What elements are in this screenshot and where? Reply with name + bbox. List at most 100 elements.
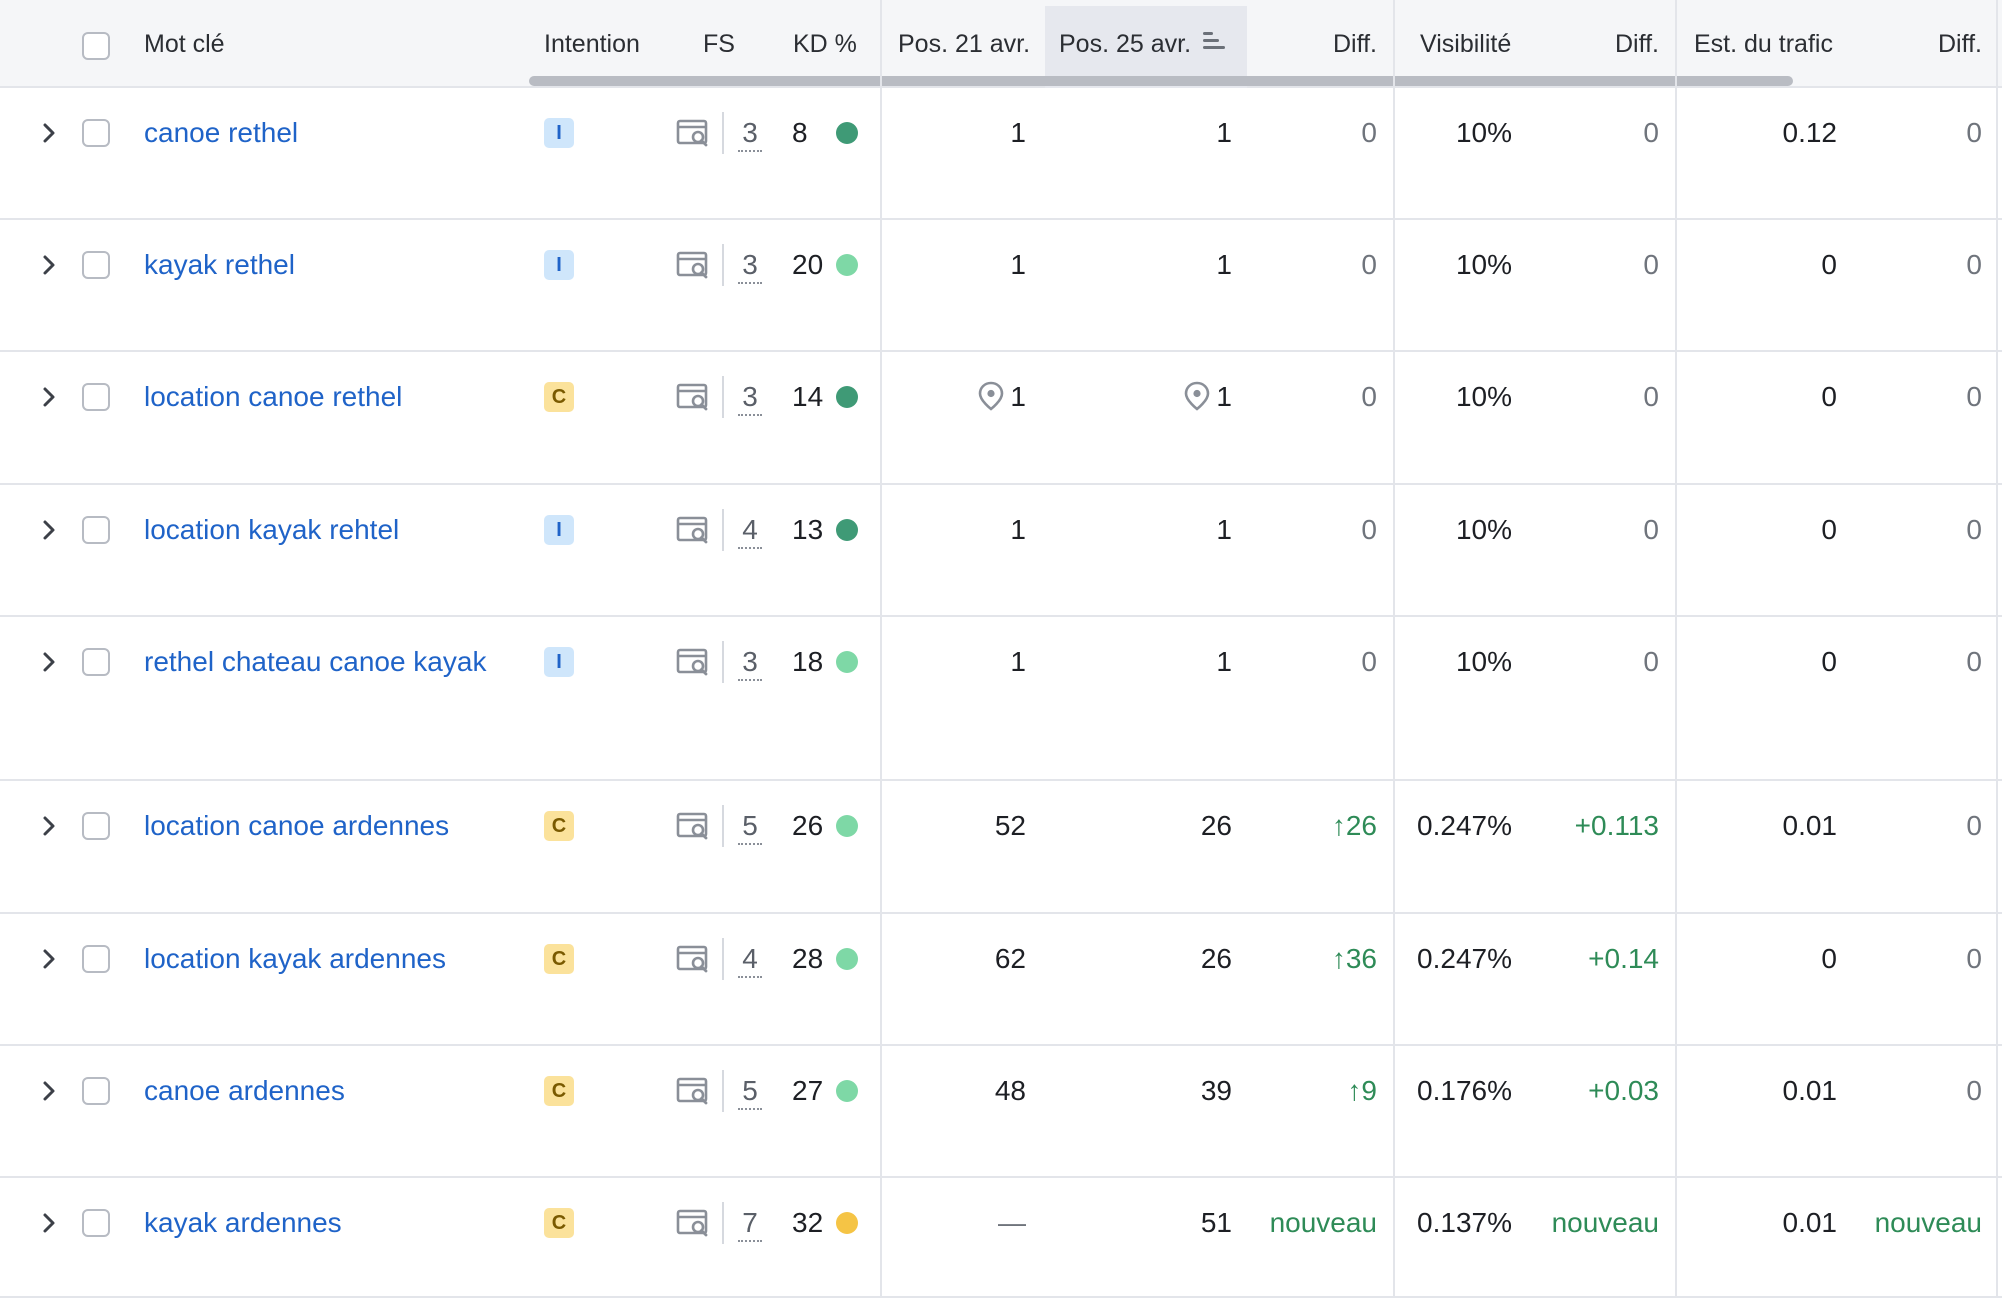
expand-row-chevron-icon[interactable]: [36, 252, 62, 278]
row-checkbox[interactable]: [82, 1077, 110, 1105]
intent-badge[interactable]: I: [544, 118, 574, 148]
serp-features-count[interactable]: 3: [738, 380, 762, 416]
row-checkbox[interactable]: [82, 516, 110, 544]
visibility-value: 0.137%: [1417, 1207, 1512, 1238]
position-diff-value: 0: [1361, 249, 1377, 280]
kd-value: 32: [792, 1207, 824, 1238]
header-diff-traffic[interactable]: Diff.: [1938, 30, 1982, 58]
position-prev: —: [900, 1206, 1026, 1240]
intent-badge[interactable]: C: [544, 1208, 574, 1238]
serp-snapshot-icon[interactable]: [676, 1076, 710, 1106]
expand-row-chevron-icon[interactable]: [36, 649, 62, 675]
keyword-link[interactable]: kayak rethel: [144, 249, 295, 280]
keyword-link[interactable]: canoe rethel: [144, 117, 299, 148]
header-traffic[interactable]: Est. du trafic: [1694, 30, 1833, 58]
row-checkbox[interactable]: [82, 1209, 110, 1237]
visibility-diff: nouveau: [1551, 1207, 1659, 1238]
serp-snapshot-icon[interactable]: [676, 647, 710, 677]
intent-badge[interactable]: I: [544, 647, 574, 677]
visibility-diff: 0: [1643, 646, 1659, 677]
header-diff-visibility[interactable]: Diff.: [1615, 30, 1659, 58]
keyword-link[interactable]: kayak ardennes: [144, 1207, 342, 1238]
position-diff: ↑9: [1262, 1074, 1377, 1108]
header-pos-curr[interactable]: Pos. 25 avr.: [1059, 0, 1226, 88]
visibility-value: 0.176%: [1417, 1075, 1512, 1106]
row-checkbox[interactable]: [82, 383, 110, 411]
header-pos-prev[interactable]: Pos. 21 avr.: [898, 30, 1031, 58]
serp-snapshot-icon[interactable]: [676, 515, 710, 545]
intent-badge[interactable]: I: [544, 250, 574, 280]
row-checkbox[interactable]: [82, 812, 110, 840]
header-diff[interactable]: Diff.: [1333, 30, 1377, 58]
intent-badge[interactable]: C: [544, 1076, 574, 1106]
intent-badge[interactable]: C: [544, 944, 574, 974]
serp-features-count[interactable]: 3: [738, 645, 762, 681]
select-all-checkbox[interactable]: [82, 32, 110, 60]
visibility-diff: 0: [1643, 514, 1659, 545]
header-fs[interactable]: FS: [703, 30, 735, 58]
expand-row-chevron-icon[interactable]: [36, 813, 62, 839]
serp-snapshot-icon[interactable]: [676, 1208, 710, 1238]
expand-row-chevron-icon[interactable]: [36, 517, 62, 543]
kd-level-dot: [836, 254, 858, 276]
serp-snapshot-icon[interactable]: [676, 811, 710, 841]
keyword-link[interactable]: canoe ardennes: [144, 1075, 345, 1106]
intent-badge[interactable]: C: [544, 382, 574, 412]
position-prev-value: 1: [1010, 514, 1026, 545]
serp-features-count[interactable]: 3: [738, 248, 762, 284]
position-curr-value: 39: [1200, 1075, 1232, 1106]
traffic-diff: 0: [1966, 646, 1982, 677]
position-diff-value: 0: [1361, 646, 1377, 677]
traffic-diff: 0: [1966, 1075, 1982, 1106]
row-checkbox[interactable]: [82, 251, 110, 279]
position-diff: ↑26: [1262, 809, 1377, 843]
keyword-link[interactable]: location canoe ardennes: [144, 810, 450, 841]
intent-badge[interactable]: I: [544, 515, 574, 545]
serp-snapshot-icon[interactable]: [676, 944, 710, 974]
expand-row-chevron-icon[interactable]: [36, 1210, 62, 1236]
position-prev-value: 52: [994, 810, 1026, 841]
visibility-diff: +0.113: [1574, 810, 1659, 841]
serp-features-count[interactable]: 5: [738, 809, 762, 845]
keyword-link[interactable]: location kayak ardennes: [144, 943, 446, 974]
header-intent[interactable]: Intention: [544, 30, 640, 58]
expand-row-chevron-icon[interactable]: [36, 1078, 62, 1104]
serp-features-count[interactable]: 7: [738, 1206, 762, 1242]
expand-row-chevron-icon[interactable]: [36, 946, 62, 972]
traffic-value: 0.01: [1782, 1207, 1838, 1238]
row-checkbox[interactable]: [82, 945, 110, 973]
header-keyword[interactable]: Mot clé: [144, 30, 225, 58]
expand-row-chevron-icon[interactable]: [36, 384, 62, 410]
serp-snapshot-icon[interactable]: [676, 382, 710, 412]
visibility-value: 10%: [1455, 249, 1512, 280]
kd-value: 26: [792, 810, 824, 841]
position-curr-value: 51: [1200, 1207, 1232, 1238]
serp-snapshot-icon[interactable]: [676, 250, 710, 280]
intent-badge[interactable]: C: [544, 811, 574, 841]
row-checkbox[interactable]: [82, 119, 110, 147]
keyword-link[interactable]: location canoe rethel: [144, 381, 403, 412]
sort-descending-icon[interactable]: [1203, 32, 1226, 50]
visibility-value: 10%: [1455, 514, 1512, 545]
horizontal-scrollbar[interactable]: [529, 76, 1793, 86]
position-prev-value: 1: [1010, 646, 1026, 677]
serp-features-count[interactable]: 5: [738, 1074, 762, 1110]
row-checkbox[interactable]: [82, 648, 110, 676]
serp-features-count[interactable]: 4: [738, 513, 762, 549]
kd-value: 14: [792, 381, 824, 412]
serp-features-count[interactable]: 4: [738, 942, 762, 978]
kd-value: 13: [792, 514, 824, 545]
table-row: location kayak rehtel I 4 13 1 1 0 10% 0…: [0, 485, 2002, 617]
traffic-diff: 0: [1966, 943, 1982, 974]
header-visibility[interactable]: Visibilité: [1420, 30, 1512, 58]
serp-snapshot-icon[interactable]: [676, 118, 710, 148]
header-kd[interactable]: KD %: [793, 30, 857, 58]
local-pack-pin-icon: [979, 381, 1004, 411]
local-pack-pin-icon: [1185, 381, 1210, 411]
keyword-link[interactable]: location kayak rehtel: [144, 514, 400, 545]
serp-features-count[interactable]: 3: [738, 116, 762, 152]
keyword-link[interactable]: rethel chateau canoe kayak: [144, 646, 487, 677]
table-row: location canoe ardennes C 5 26 52 26 ↑26…: [0, 781, 2002, 914]
expand-row-chevron-icon[interactable]: [36, 120, 62, 146]
